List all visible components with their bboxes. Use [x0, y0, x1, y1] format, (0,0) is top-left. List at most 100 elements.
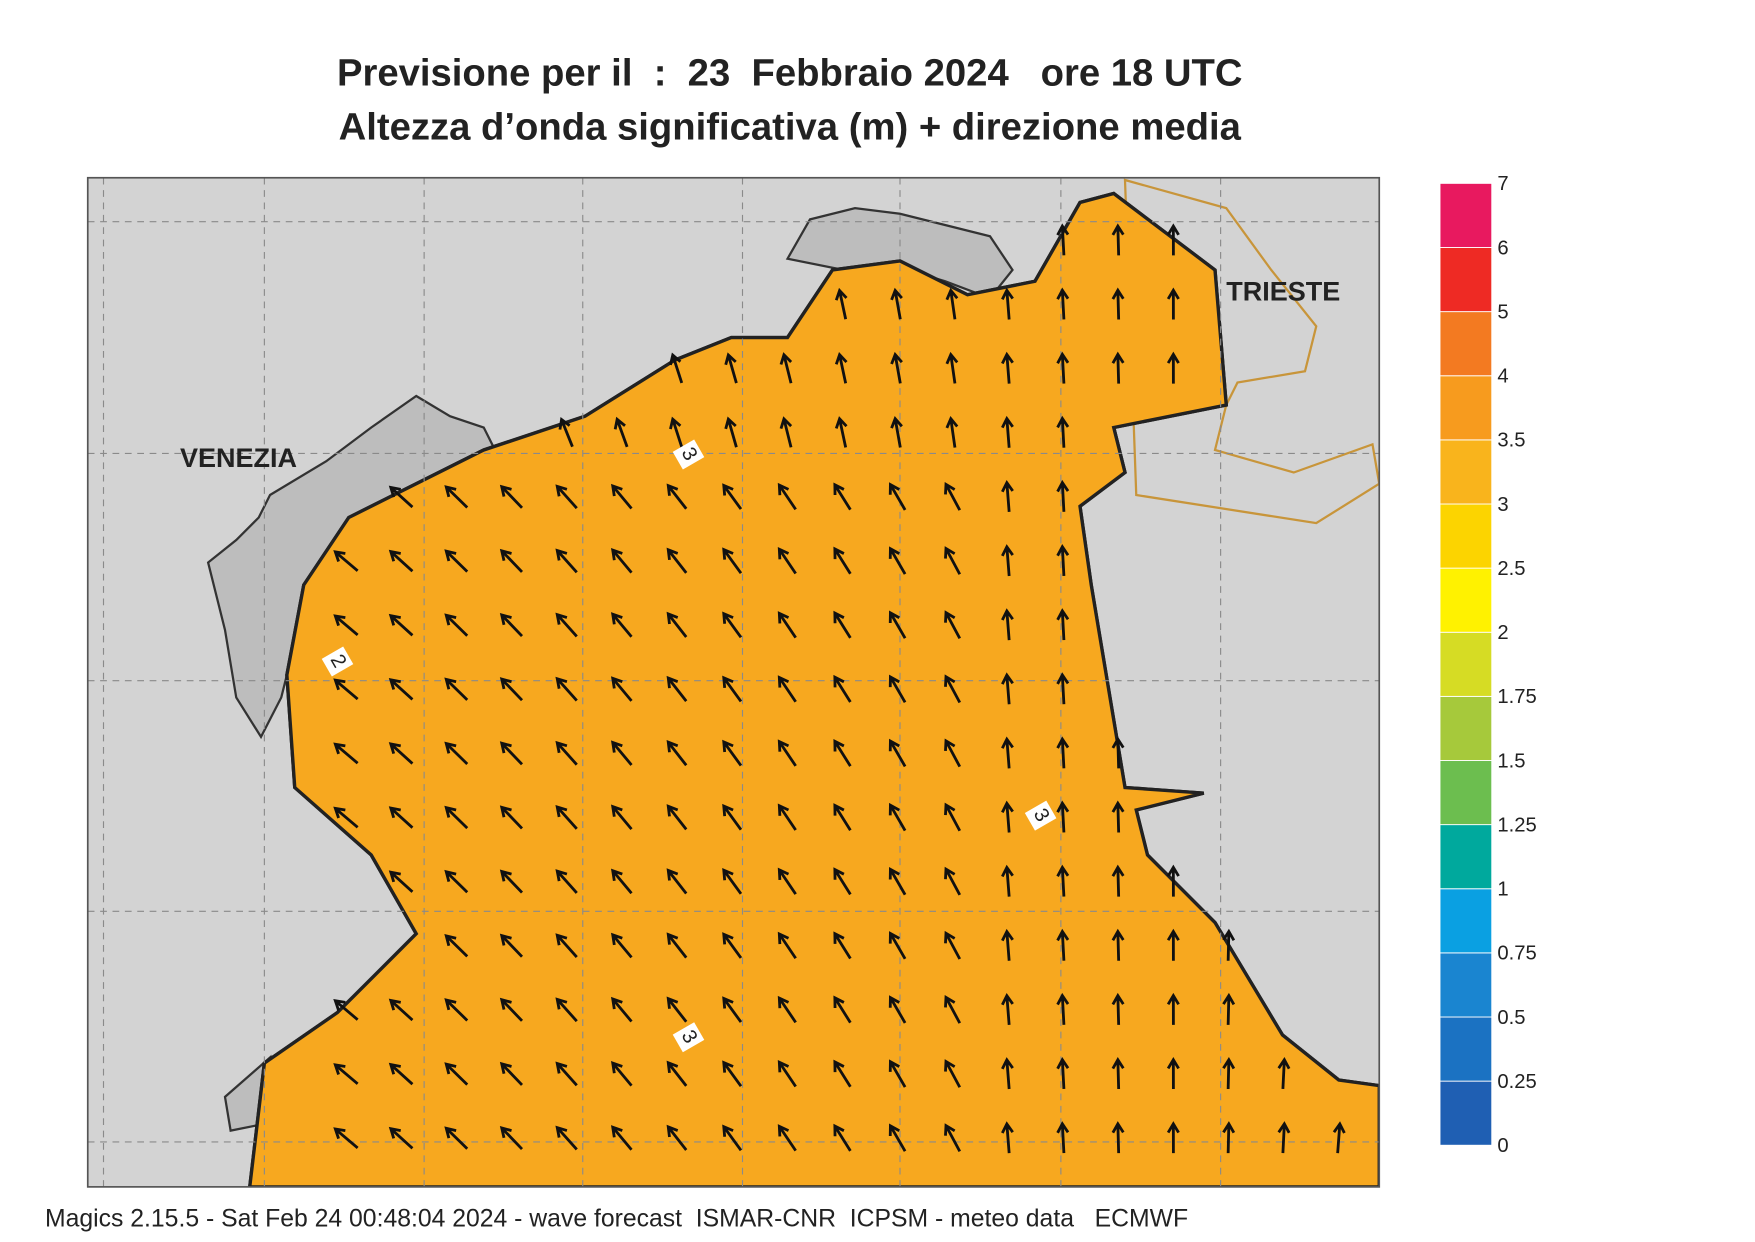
arrow [722, 547, 743, 575]
colorbar-label: 5 [1497, 301, 1508, 323]
arrow [777, 1124, 797, 1152]
arrow [944, 481, 962, 511]
arrow [499, 933, 524, 958]
contour-label-bg [1024, 800, 1057, 831]
arrow [1056, 928, 1070, 961]
colorbar: 0 0.25 0.5 0.75 1 1.25 1.5 1.75 2 2.5 3 3.5 4 5 6 7 [1439, 173, 1537, 1157]
colorbar-cell [1439, 952, 1493, 1018]
arrow [777, 803, 797, 831]
arrow [444, 485, 469, 509]
arrow [833, 546, 852, 575]
arrow [888, 995, 907, 1024]
arrow [1056, 415, 1070, 448]
colorbar-label: 1.5 [1497, 750, 1525, 772]
arrow [1001, 1057, 1014, 1090]
contour-label-bg [672, 439, 705, 470]
arrow [945, 415, 959, 448]
arrow [1111, 223, 1125, 256]
arrow [1111, 1121, 1125, 1154]
arrow [333, 806, 359, 829]
arrow [722, 932, 743, 959]
arrow [777, 931, 797, 960]
arrow [666, 1060, 688, 1087]
arrow [944, 802, 962, 832]
colorbar-cell [1439, 695, 1493, 761]
arrow [1111, 928, 1125, 961]
arrow [388, 613, 414, 637]
arrow [333, 678, 359, 701]
arrow [833, 931, 852, 960]
colorbar-cell [1439, 182, 1493, 248]
arrow [945, 351, 959, 384]
title: Previsione per il : 23 Febbraio 2024 ore… [337, 52, 1243, 95]
arrow [666, 996, 688, 1023]
arrow [388, 870, 414, 893]
arrow [666, 932, 688, 959]
arrow [833, 803, 852, 832]
arrow [779, 352, 793, 384]
arrow [1056, 223, 1070, 256]
arrow [388, 998, 414, 1022]
map-frame [86, 176, 1381, 1188]
arrow [388, 1126, 414, 1150]
arrow [555, 997, 578, 1023]
arrow [1001, 415, 1014, 448]
arrow [777, 1059, 797, 1088]
arrow [833, 610, 852, 639]
arrow [833, 739, 852, 767]
contour-label: 3 [672, 439, 705, 470]
arrow [777, 675, 797, 703]
arrow [499, 997, 524, 1022]
arrow [555, 548, 578, 574]
arrow [555, 804, 578, 830]
colorbar-label: 3.5 [1497, 430, 1525, 452]
arrow [610, 676, 633, 702]
arrow [666, 868, 688, 895]
arrow [834, 352, 848, 384]
arrow [1001, 544, 1014, 577]
arrow [944, 866, 962, 896]
arrow [555, 1125, 578, 1151]
arrow [722, 996, 743, 1023]
arrow [1166, 287, 1180, 320]
arrow [944, 610, 962, 640]
arrow [388, 549, 414, 573]
colorbar-label: 2.5 [1497, 558, 1525, 580]
arrow [777, 546, 797, 575]
arrow [555, 484, 578, 510]
arrow [888, 482, 907, 511]
arrow [610, 612, 633, 638]
arrow [1056, 544, 1070, 577]
arrow [722, 483, 743, 510]
arrow [1222, 992, 1236, 1025]
arrow [1166, 223, 1180, 256]
colorbar-label: 1 [1497, 879, 1508, 901]
colorbar-label: 7 [1497, 173, 1508, 195]
arrow [444, 805, 469, 830]
arrow [1111, 351, 1125, 384]
arrow [333, 1063, 359, 1085]
arrow [888, 866, 907, 896]
arrow [444, 1062, 469, 1086]
arrow [777, 611, 797, 639]
colorbar-cell [1439, 311, 1493, 377]
colorbar-label: 1.25 [1497, 814, 1536, 836]
arrow [1056, 672, 1070, 705]
arrow [888, 802, 907, 832]
arrow [1001, 992, 1014, 1025]
arrow [777, 739, 797, 767]
arrow [890, 351, 903, 384]
arrow [724, 416, 738, 448]
colorbar-cell [1439, 567, 1493, 633]
subtitle: Altezza d’onda significativa (m) + direz… [339, 106, 1242, 149]
colorbar-label: 0 [1497, 1135, 1508, 1157]
arrow [555, 869, 578, 894]
arrow [610, 548, 633, 574]
arrow [333, 614, 359, 637]
arrow [610, 740, 633, 766]
arrow [1222, 1057, 1236, 1090]
arrow [833, 674, 852, 703]
arrow [610, 804, 633, 830]
arrow [888, 610, 907, 639]
